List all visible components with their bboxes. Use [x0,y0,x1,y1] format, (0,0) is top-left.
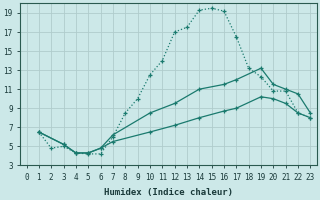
X-axis label: Humidex (Indice chaleur): Humidex (Indice chaleur) [104,188,233,197]
